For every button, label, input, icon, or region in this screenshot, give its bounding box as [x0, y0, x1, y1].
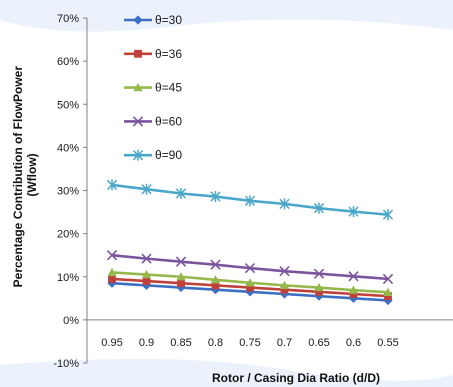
- legend-label: θ=90: [155, 148, 182, 162]
- series-5: [106, 179, 394, 221]
- legend-label: θ=45: [155, 81, 182, 95]
- data-point: [175, 256, 187, 267]
- data-point: [210, 259, 221, 270]
- data-point: [279, 198, 290, 210]
- series-3: [107, 267, 393, 296]
- legend-label: θ=36: [155, 47, 182, 61]
- legend-marker: [133, 15, 143, 25]
- x-tick-label: 0.9: [139, 337, 154, 349]
- x-axis-ticks: 0.95 0.9 0.85 0.8 0.75 0.7 0.65 0.6 0.55: [101, 337, 398, 349]
- data-point: [107, 267, 117, 277]
- data-point: [382, 209, 394, 221]
- data-point: [176, 272, 186, 281]
- y-axis-title-line-1: Percentage Contribution of FlowPower: [11, 66, 25, 288]
- y-tick-label: 40%: [57, 142, 79, 154]
- y-tick-label: 70%: [57, 13, 79, 25]
- data-point: [348, 271, 359, 282]
- data-point: [313, 202, 325, 214]
- x-tick-label: 0.75: [239, 337, 260, 349]
- y-tick-label: -10%: [53, 358, 79, 370]
- data-point: [315, 287, 323, 296]
- x-tick-label: 0.85: [170, 337, 191, 349]
- data-point: [384, 292, 392, 301]
- x-tick-label: 0.8: [208, 337, 223, 349]
- x-axis-title: Rotor / Casing Dia Ratio (d/D): [212, 371, 380, 385]
- data-point: [280, 285, 289, 294]
- series-2: [108, 274, 392, 301]
- data-point: [383, 287, 393, 296]
- legend-marker: [133, 83, 143, 92]
- legend-marker: [132, 116, 144, 127]
- x-tick-label: 0.55: [377, 337, 398, 349]
- legend-item: θ=36: [124, 47, 182, 61]
- data-point: [244, 262, 256, 274]
- data-point: [142, 277, 151, 285]
- x-tick-label: 0.6: [346, 337, 361, 349]
- y-tick-label: 50%: [57, 99, 79, 111]
- x-tick-label: 0.7: [277, 337, 292, 349]
- data-point: [108, 274, 116, 283]
- legend-item: θ=90: [124, 148, 182, 162]
- data-point: [245, 278, 255, 287]
- y-tick-label: 20%: [57, 229, 79, 241]
- data-point: [313, 268, 325, 279]
- y-tick-label: 30%: [57, 186, 79, 198]
- legend-marker: [134, 49, 142, 58]
- legend-label: θ=30: [155, 13, 182, 27]
- legend-label: θ=60: [155, 114, 182, 128]
- y-axis-title-line-2: (Wflow): [25, 153, 39, 196]
- series-layer: [106, 179, 394, 306]
- data-point: [141, 269, 152, 279]
- legend-item: θ=60: [124, 114, 182, 128]
- data-point: [348, 206, 359, 218]
- data-point: [106, 179, 118, 191]
- data-point: [210, 275, 221, 284]
- data-point: [244, 195, 256, 207]
- data-point: [106, 250, 118, 261]
- data-point: [349, 290, 358, 298]
- y-tick-label: 10%: [57, 272, 79, 284]
- y-axis-ticks: -10% 0% 10% 20% 30% 40% 50% 60% 70%: [53, 13, 87, 370]
- x-tick-label: 0.95: [101, 337, 122, 349]
- data-point: [141, 253, 152, 264]
- series-4: [106, 250, 394, 285]
- legend-item: θ=30: [124, 13, 182, 27]
- data-point: [246, 283, 254, 292]
- x-tick-label: 0.65: [308, 337, 329, 349]
- data-point: [141, 183, 152, 195]
- legend-marker: [132, 149, 144, 161]
- data-point: [177, 279, 185, 288]
- data-point: [211, 281, 220, 290]
- y-tick-label: 60%: [57, 56, 79, 68]
- data-point: [210, 191, 221, 203]
- data-point: [348, 285, 359, 294]
- legend: θ=30 θ=36 θ=45 θ=60 θ=90: [124, 13, 182, 162]
- data-point: [382, 273, 394, 285]
- data-point: [314, 282, 324, 292]
- data-point: [279, 265, 290, 277]
- data-point: [175, 187, 187, 200]
- y-tick-label: 0%: [63, 315, 79, 327]
- y-axis-title: Percentage Contribution of FlowPower (Wf…: [11, 63, 39, 288]
- legend-item: θ=45: [124, 81, 182, 95]
- data-point: [279, 280, 290, 290]
